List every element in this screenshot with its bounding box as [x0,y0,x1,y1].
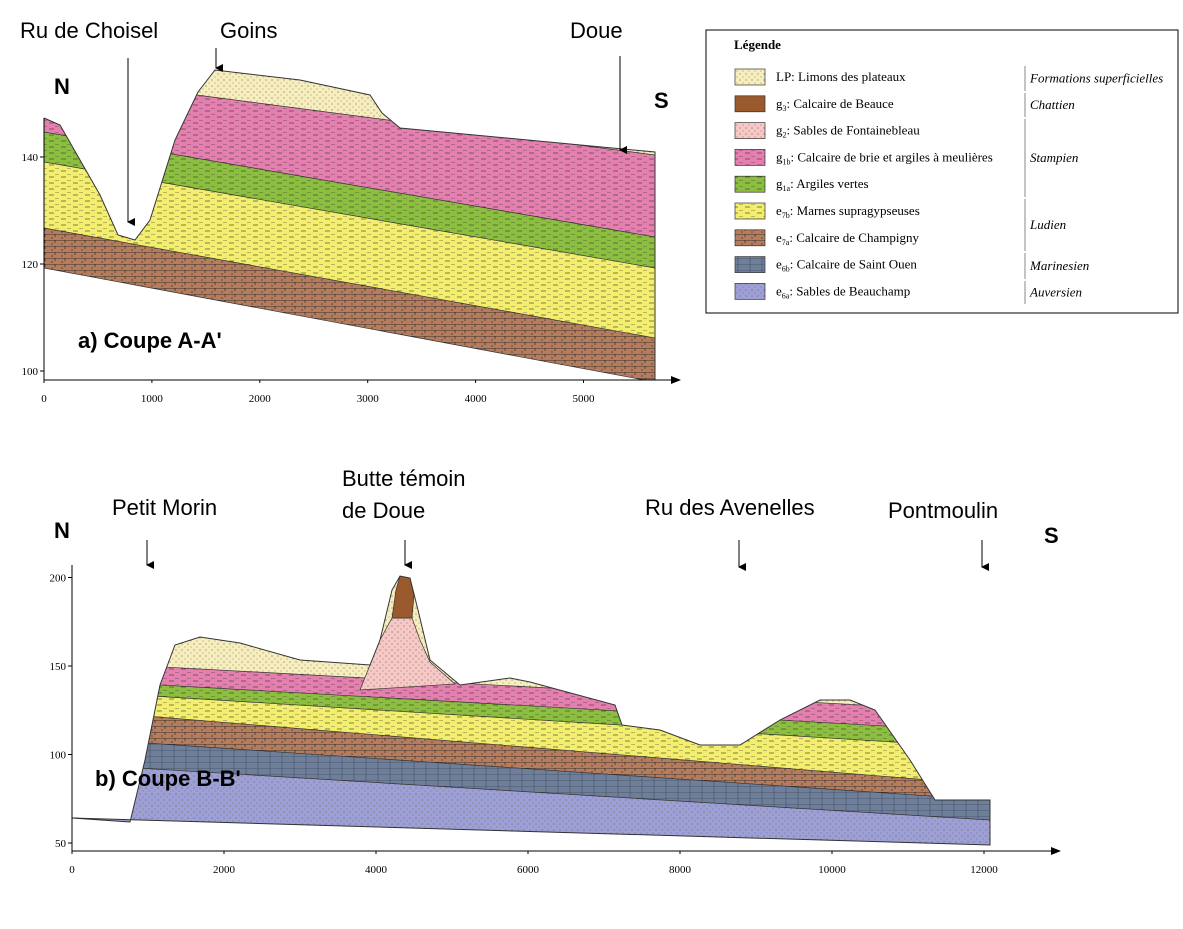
place-label: Butte témoin [342,466,466,491]
stage-label: Marinesien [1029,258,1089,273]
place-label: Ru de Choisel [20,18,158,43]
place-label: Pontmoulin [888,498,998,523]
legend-label: LP: Limons des plateaux [776,69,906,84]
legend-text: : Argiles vertes [790,176,868,191]
legend-sub: 7b [782,211,790,220]
legend-swatch-texture [735,123,765,139]
y-tick-label: 50 [55,838,67,850]
section-title: a) Coupe A-A' [78,328,222,353]
x-tick-label: 1000 [141,393,164,405]
legend-swatch-texture [735,149,765,165]
legend-label: e6b: Calcaire de Saint Ouen [776,257,917,274]
x-tick-label: 5000 [573,393,596,405]
x-tick-label: 0 [69,864,75,876]
stage-label: Stampien [1030,150,1078,165]
section-title: b) Coupe B-B' [95,766,241,791]
legend-sub: 1b [783,157,791,166]
place-label: Doue [570,18,623,43]
south-label: S [654,88,669,113]
south-label: S [1044,523,1059,548]
legend-swatch-texture [735,230,765,246]
place-label: de Doue [342,498,425,523]
legend-label: g3: Calcaire de Beauce [776,96,894,113]
place-label: Petit Morin [112,495,217,520]
x-tick-label: 2000 [249,393,272,405]
legend-text: : Calcaire de Beauce [787,96,894,111]
y-tick-label: 140 [22,152,39,164]
legend-text: : Limons des plateaux [791,69,906,84]
x-tick-label: 3000 [357,393,380,405]
legend-text: : Sables de Beauchamp [789,283,910,298]
x-tick-label: 0 [41,393,47,405]
x-tick-label: 2000 [213,864,236,876]
north-label: N [54,74,70,99]
legend-swatch-texture [735,176,765,192]
place-label: Goins [220,18,277,43]
legend-swatch-texture [735,283,765,299]
legend-text: : Sables de Fontainebleau [787,123,921,138]
legend-text: : Calcaire de Champigny [789,230,919,245]
legend-label: g1b: Calcaire de brie et argiles à meuli… [776,149,993,166]
legend-title: Légende [734,37,781,52]
y-tick-label: 150 [50,661,67,673]
y-tick-label: 120 [22,259,39,271]
section-b-layers [70,560,1000,860]
x-tick-label: 12000 [970,864,998,876]
legend-text: : Marnes supragypseuses [790,203,920,218]
x-tick-label: 8000 [669,864,692,876]
north-label: N [54,518,70,543]
x-tick-label: 4000 [365,864,388,876]
legend-text: : Calcaire de brie et argiles à meulière… [791,149,993,164]
legend-label: g2: Sables de Fontainebleau [776,123,920,140]
x-tick-label: 10000 [818,864,846,876]
legend-label: e7b: Marnes supragypseuses [776,203,920,220]
legend-swatch-texture [735,257,765,273]
y-tick-label: 200 [50,573,67,585]
place-label: Ru des Avenelles [645,495,815,520]
legend-code: LP [776,69,791,84]
stage-label: Formations superficielles [1029,71,1163,86]
stage-label: Auversien [1029,285,1082,300]
legend-label: g1a: Argiles vertes [776,176,869,193]
legend-label: e7a: Calcaire de Champigny [776,230,919,247]
stage-label: Chattien [1030,97,1075,112]
x-tick-label: 6000 [517,864,540,876]
legend-sub: 6b [782,265,790,274]
y-tick-label: 100 [50,750,67,762]
legend-text: : Calcaire de Saint Ouen [790,257,918,272]
page: Ru de Choisel Goins Doue N S a) Coupe A-… [0,0,1183,929]
x-tick-label: 4000 [465,393,488,405]
legend-label: e6a: Sables de Beauchamp [776,283,910,300]
y-tick-label: 100 [22,366,39,378]
legend-swatch [735,96,765,112]
legend-swatch-texture [735,69,765,85]
legend-swatch-texture [735,203,765,219]
stage-label: Ludien [1029,217,1066,232]
